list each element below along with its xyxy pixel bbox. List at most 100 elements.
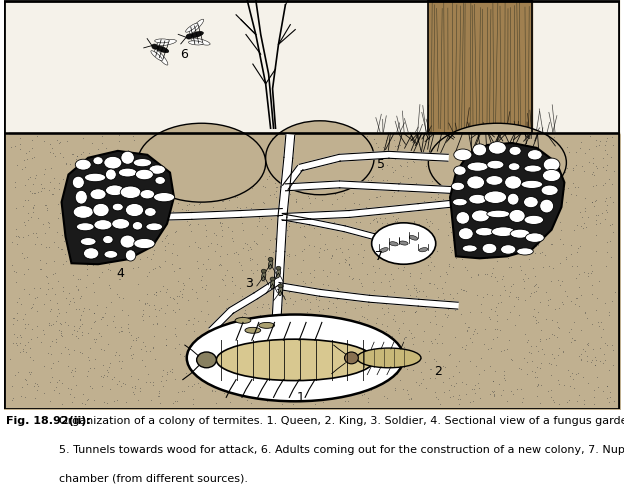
Point xyxy=(596,318,606,326)
Point xyxy=(557,297,567,305)
Point xyxy=(398,265,408,273)
Point xyxy=(527,367,537,375)
Point xyxy=(196,276,206,284)
Ellipse shape xyxy=(152,44,158,49)
Point xyxy=(64,300,74,308)
Point xyxy=(144,140,154,148)
Point xyxy=(351,140,361,148)
Point xyxy=(383,304,393,312)
Point xyxy=(430,196,440,204)
Point xyxy=(472,154,482,162)
Point xyxy=(157,175,167,183)
Point xyxy=(258,182,268,190)
Point xyxy=(500,376,510,384)
Point xyxy=(502,201,512,209)
Point xyxy=(494,299,504,307)
Point xyxy=(12,161,22,169)
Point xyxy=(27,356,37,364)
Point xyxy=(416,156,426,164)
Point xyxy=(181,180,191,188)
Point xyxy=(314,231,324,239)
Point xyxy=(421,292,431,300)
Point xyxy=(382,161,392,169)
Point xyxy=(11,226,21,234)
Point xyxy=(31,379,41,387)
Polygon shape xyxy=(374,234,404,245)
Point xyxy=(316,210,326,218)
Point xyxy=(558,381,568,389)
Point xyxy=(305,394,315,402)
Point xyxy=(95,176,105,184)
Point xyxy=(254,353,264,361)
Point xyxy=(409,217,419,225)
Point xyxy=(200,285,210,293)
Point xyxy=(154,136,164,144)
Point xyxy=(305,298,315,306)
Point xyxy=(63,384,73,392)
Point xyxy=(213,174,223,182)
Point xyxy=(357,259,367,267)
Point xyxy=(19,285,29,293)
Point xyxy=(210,141,220,149)
Polygon shape xyxy=(418,199,468,211)
Point xyxy=(529,305,539,313)
Point xyxy=(465,398,475,406)
Point xyxy=(402,365,412,373)
Point xyxy=(127,246,137,254)
Point xyxy=(114,232,124,240)
Point xyxy=(336,339,346,347)
Point xyxy=(379,379,389,387)
Point xyxy=(549,331,559,339)
Point xyxy=(319,219,329,227)
Point xyxy=(464,323,474,331)
Point xyxy=(125,149,135,157)
Point xyxy=(449,382,459,390)
Point xyxy=(519,275,529,283)
Point xyxy=(83,353,93,361)
Point xyxy=(86,186,96,194)
Point xyxy=(218,197,228,205)
Point xyxy=(39,330,49,338)
Point xyxy=(507,132,517,140)
Point xyxy=(558,300,568,308)
Point xyxy=(292,143,302,151)
Point xyxy=(144,301,154,309)
Point xyxy=(535,298,545,306)
Point xyxy=(396,162,406,170)
Point xyxy=(207,369,217,377)
Point xyxy=(217,219,227,227)
Point xyxy=(102,399,112,407)
Point xyxy=(605,308,615,316)
Point xyxy=(238,226,248,234)
Point xyxy=(45,307,55,315)
Point xyxy=(359,246,369,254)
Point xyxy=(536,196,546,204)
Point xyxy=(39,229,49,237)
Point xyxy=(600,197,610,205)
Point xyxy=(539,350,549,358)
Point xyxy=(500,179,510,187)
Point xyxy=(234,257,244,265)
Point xyxy=(488,335,498,343)
Point xyxy=(394,329,404,337)
Point xyxy=(275,163,285,171)
Ellipse shape xyxy=(259,322,275,328)
Point xyxy=(280,184,290,192)
Point xyxy=(371,319,381,327)
Point xyxy=(75,322,85,330)
Point xyxy=(427,178,437,186)
Point xyxy=(592,163,602,171)
Point xyxy=(222,295,232,303)
Point xyxy=(189,314,199,322)
Point xyxy=(300,337,310,345)
Point xyxy=(566,325,576,333)
Point xyxy=(505,288,515,296)
Point xyxy=(576,356,586,364)
Point xyxy=(322,357,332,365)
Point xyxy=(305,359,314,367)
Point xyxy=(429,262,439,270)
Point xyxy=(505,308,515,316)
Ellipse shape xyxy=(80,238,96,246)
Point xyxy=(20,196,30,204)
Point xyxy=(305,269,314,277)
